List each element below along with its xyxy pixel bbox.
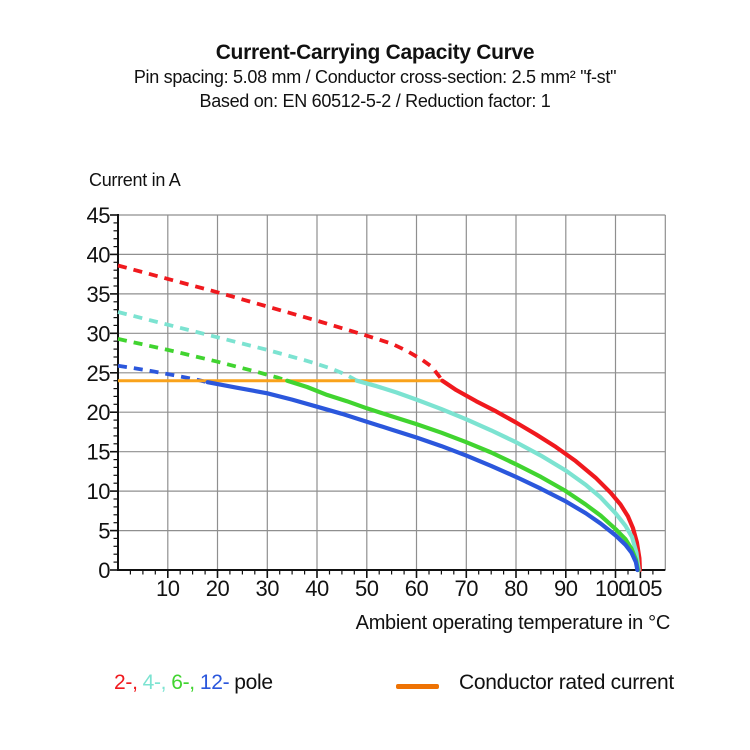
chart-title: Current-Carrying Capacity Curve bbox=[215, 41, 535, 64]
chart-subtitle-2: Based on: EN 60512-5-2 / Reduction facto… bbox=[199, 91, 551, 111]
y-tick-label: 40 bbox=[87, 242, 111, 267]
rated-current-swatch bbox=[396, 684, 439, 689]
y-tick-label: 30 bbox=[87, 321, 111, 346]
title-block: Current-Carrying Capacity Curve Pin spac… bbox=[0, 40, 750, 113]
y-tick-label: 0 bbox=[98, 558, 110, 583]
curve-6-pole-derated bbox=[117, 337, 288, 383]
chart-subtitle-1: Pin spacing: 5.08 mm / Conductor cross-s… bbox=[133, 67, 617, 87]
x-tick-label: 60 bbox=[405, 576, 429, 601]
x-tick-label: 80 bbox=[504, 576, 528, 601]
x-tick-label: 40 bbox=[305, 576, 329, 601]
pole-legend-item: 12- bbox=[199, 671, 230, 694]
solid-curves bbox=[205, 378, 642, 573]
pole-legend-item: 2-, bbox=[114, 671, 138, 694]
pole-legend-item: pole bbox=[234, 671, 273, 694]
x-tick-label: 90 bbox=[554, 576, 578, 601]
x-tick-label: 100 bbox=[595, 576, 630, 601]
y-tick-label: 5 bbox=[98, 519, 110, 544]
y-axis-title: Current in A bbox=[89, 170, 181, 190]
dashed-curves bbox=[117, 263, 444, 385]
x-tick-label: 50 bbox=[355, 576, 379, 601]
curve-4-pole bbox=[354, 378, 641, 573]
curve-12-pole bbox=[205, 380, 640, 573]
curve-6-pole bbox=[285, 378, 640, 573]
curve-2-pole bbox=[440, 378, 642, 573]
x-axis-title: Ambient operating temperature in °C bbox=[355, 612, 671, 634]
x-tick-label: 10 bbox=[156, 576, 180, 601]
x-tick-label: 20 bbox=[206, 576, 230, 601]
y-tick-label: 25 bbox=[87, 361, 111, 386]
pole-legend: 2-, 4-, 6-, 12- pole bbox=[114, 671, 278, 695]
y-tick-labels: 0 5 10 15 20 25 30 35 40 45 bbox=[87, 203, 111, 583]
y-tick-label: 15 bbox=[87, 440, 111, 465]
pole-legend-item: 6-, bbox=[171, 671, 195, 694]
y-tick-label: 20 bbox=[87, 400, 111, 425]
y-tick-label: 45 bbox=[87, 203, 111, 228]
y-tick-label: 35 bbox=[87, 282, 111, 307]
y-tick-label: 10 bbox=[87, 479, 111, 504]
x-tick-label: 70 bbox=[455, 576, 479, 601]
gridlines bbox=[118, 214, 666, 570]
axis-ticks bbox=[110, 214, 654, 578]
pole-legend-item: 4-, bbox=[142, 671, 167, 694]
x-tick-label: 105 bbox=[627, 576, 662, 601]
rated-current-legend-label: Conductor rated current bbox=[459, 671, 674, 694]
x-tick-label: 30 bbox=[256, 576, 280, 601]
